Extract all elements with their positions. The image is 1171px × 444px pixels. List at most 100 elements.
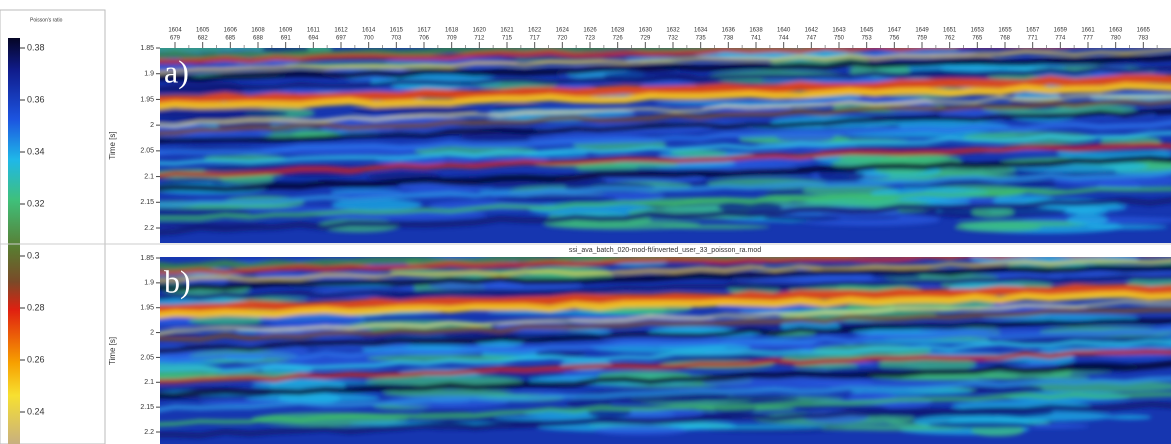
trace-label: 1634 xyxy=(694,28,708,34)
trace-label: 1618 xyxy=(445,28,459,34)
panel-label: b) xyxy=(164,263,191,299)
trace-label: 1663 xyxy=(1109,28,1123,34)
trace-label: 1621 xyxy=(500,28,514,34)
cdp-label: 771 xyxy=(1028,36,1039,42)
cdp-label: 750 xyxy=(834,36,845,42)
y-tick-label: 2.05 xyxy=(140,148,154,155)
cdp-label: 747 xyxy=(806,36,817,42)
cdp-label: 753 xyxy=(862,36,873,42)
trace-label: 1612 xyxy=(334,28,348,34)
cdp-label: 732 xyxy=(668,36,679,42)
cdp-label: 777 xyxy=(1083,36,1094,42)
cdp-label: 706 xyxy=(419,36,430,42)
cdp-label: 715 xyxy=(502,36,513,42)
trace-label: 1645 xyxy=(860,28,874,34)
y-tick-label: 2.2 xyxy=(144,225,154,232)
cdp-label: 765 xyxy=(972,36,983,42)
y-tick-label: 2 xyxy=(150,329,154,336)
trace-label: 1609 xyxy=(279,28,293,34)
screen: Poisson's ratio 1.851.91.9522.052.12.152… xyxy=(0,0,1171,444)
colorbar-tick-label: 0.3 xyxy=(27,250,40,260)
trace-label: 1606 xyxy=(224,28,238,34)
trace-label: 1642 xyxy=(805,28,819,34)
trace-label: 1649 xyxy=(915,28,929,34)
trace-label: 1659 xyxy=(1054,28,1068,34)
trace-label: 1615 xyxy=(390,28,404,34)
blob xyxy=(143,108,289,119)
blob xyxy=(594,426,687,436)
cdp-label: 768 xyxy=(1000,36,1011,42)
cdp-label: 694 xyxy=(308,36,319,42)
trace-label: 1661 xyxy=(1081,28,1095,34)
cdp-label: 735 xyxy=(696,36,707,42)
trace-label: 1620 xyxy=(473,28,487,34)
cdp-label: 720 xyxy=(557,36,568,42)
y-tick-label: 2.15 xyxy=(140,404,154,411)
trace-label: 1647 xyxy=(888,28,902,34)
trace-label: 1630 xyxy=(639,28,653,34)
cdp-label: 685 xyxy=(225,36,236,42)
y-tick-label: 2.1 xyxy=(144,379,154,386)
colorbar-tick-label: 0.34 xyxy=(27,146,45,156)
blob xyxy=(1087,225,1168,229)
cdp-label: 756 xyxy=(889,36,900,42)
y-tick-label: 1.9 xyxy=(144,280,154,287)
cdp-label: 700 xyxy=(364,36,375,42)
cdp-label: 762 xyxy=(945,36,956,42)
cdp-label: 679 xyxy=(170,36,181,42)
y-tick-label: 1.85 xyxy=(140,255,154,262)
y-tick-label: 1.85 xyxy=(140,45,154,52)
blob xyxy=(843,200,931,204)
cdp-label: 682 xyxy=(198,36,209,42)
cdp-label: 744 xyxy=(779,36,790,42)
colorbar-tick-label: 0.36 xyxy=(27,94,45,104)
y-tick-label: 2.2 xyxy=(144,429,154,436)
trace-label: 1638 xyxy=(749,28,763,34)
cdp-label: 774 xyxy=(1055,36,1066,42)
cdp-label: 759 xyxy=(917,36,928,42)
trace-label: 1653 xyxy=(971,28,985,34)
seismic-section xyxy=(76,36,1171,243)
blob xyxy=(1067,214,1109,225)
cdp-label: 709 xyxy=(447,36,458,42)
cdp-label: 780 xyxy=(1111,36,1122,42)
y-axis-label: Time [s] xyxy=(108,337,117,365)
blob xyxy=(492,196,618,204)
trace-label: 1624 xyxy=(556,28,570,34)
colorbar-tick-label: 0.28 xyxy=(27,302,45,312)
cdp-label: 738 xyxy=(723,36,734,42)
blob xyxy=(188,317,265,326)
cdp-label: 691 xyxy=(281,36,292,42)
cdp-label: 741 xyxy=(751,36,762,42)
panel-subtitle: ssi_ava_batch_020-mod-ft/inverted_user_3… xyxy=(569,247,761,254)
colorbar-tick-label: 0.26 xyxy=(27,354,45,364)
blob xyxy=(871,275,921,279)
trace-label: 1636 xyxy=(722,28,736,34)
trace-label: 1628 xyxy=(611,28,625,34)
trace-label: 1665 xyxy=(1137,28,1151,34)
trace-label: 1632 xyxy=(666,28,680,34)
trace-label: 1611 xyxy=(307,28,321,34)
colorbar xyxy=(8,38,20,444)
y-tick-label: 2.1 xyxy=(144,173,154,180)
blob xyxy=(955,45,1070,52)
trace-label: 1655 xyxy=(998,28,1012,34)
trace-label: 1614 xyxy=(362,28,376,34)
cdp-label: 729 xyxy=(640,36,651,42)
colorbar-tick-label: 0.32 xyxy=(27,198,45,208)
trace-label: 1605 xyxy=(196,28,210,34)
panel-label: a) xyxy=(164,53,189,89)
seismic-section xyxy=(94,245,1171,444)
colorbar-tick-label: 0.24 xyxy=(27,406,45,416)
trace-label: 1626 xyxy=(583,28,597,34)
trace-label: 1643 xyxy=(832,28,846,34)
cdp-label: 688 xyxy=(253,36,264,42)
blob xyxy=(954,223,1041,232)
y-tick-label: 1.95 xyxy=(140,305,154,312)
trace-label: 1622 xyxy=(528,28,542,34)
trace-label: 1617 xyxy=(417,28,431,34)
cdp-label: 723 xyxy=(585,36,596,42)
trace-label: 1657 xyxy=(1026,28,1040,34)
trace-label: 1608 xyxy=(251,28,265,34)
colorbar-tick-label: 0.38 xyxy=(27,42,45,52)
